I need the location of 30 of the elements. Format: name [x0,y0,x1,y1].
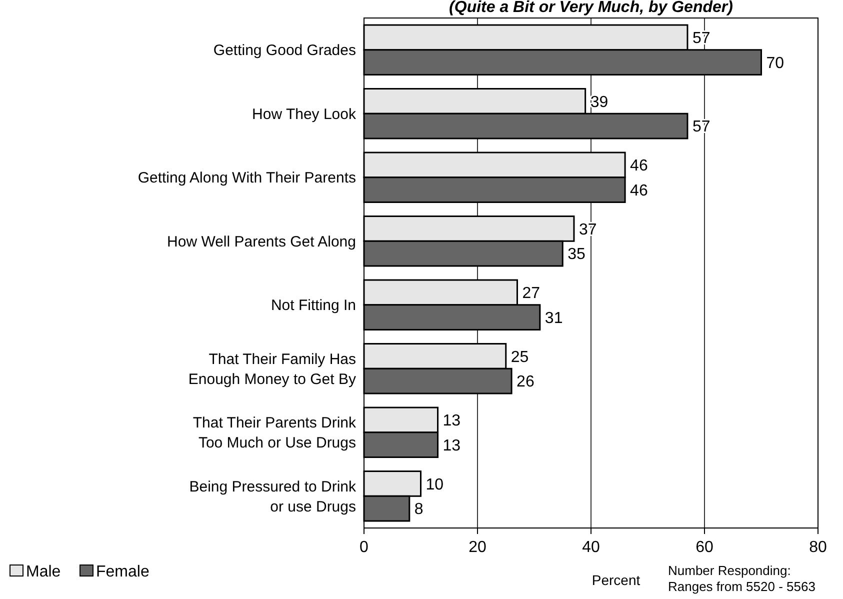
y-tick-label: How Well Parents Get Along [167,233,356,250]
legend-label: Male [26,564,61,581]
data-label: 70 [766,54,784,72]
data-label: 26 [516,374,534,391]
y-tick-label: That Their Parents Drink Too Much or Use Drugs [192,414,356,452]
data-label: 13 [442,412,461,430]
x-tick-label: 20 [468,539,486,556]
text: Number Responding: Ranges from 5520 - 5563 [668,563,816,594]
data-label: 46 [630,158,648,175]
x-tick-label: 40 [582,539,600,556]
y-tick-label: How They Look [252,106,356,123]
data-label: 46 [630,182,648,200]
data-label: 25 [510,348,529,366]
x-tick-label: 80 [809,539,827,556]
data-label: 10 [426,476,444,494]
data-label: 31 [544,310,563,327]
data-label: 8 [414,501,424,518]
y-tick-label: Not Fitting In [270,297,356,314]
y-tick-label: Getting Along With Their Parents [138,170,356,187]
y-tick-label: Being Pressured to Drink or use Drugs [189,478,356,516]
y-tick-label: That Their Family Has Enough Money to Get By [188,350,356,388]
x-axis-title: Percent [592,572,640,588]
x-tick-label: 60 [696,539,714,556]
data-label: 35 [568,246,586,264]
chart-title: (Quite a Bit or Very Much, by Gender) [449,0,733,16]
x-tick-label: 0 [360,539,369,556]
legend-label: Female [96,564,150,581]
y-tick-label: Getting Good Grades [213,42,356,60]
data-label: 27 [522,285,540,302]
data-label: 13 [442,437,461,454]
